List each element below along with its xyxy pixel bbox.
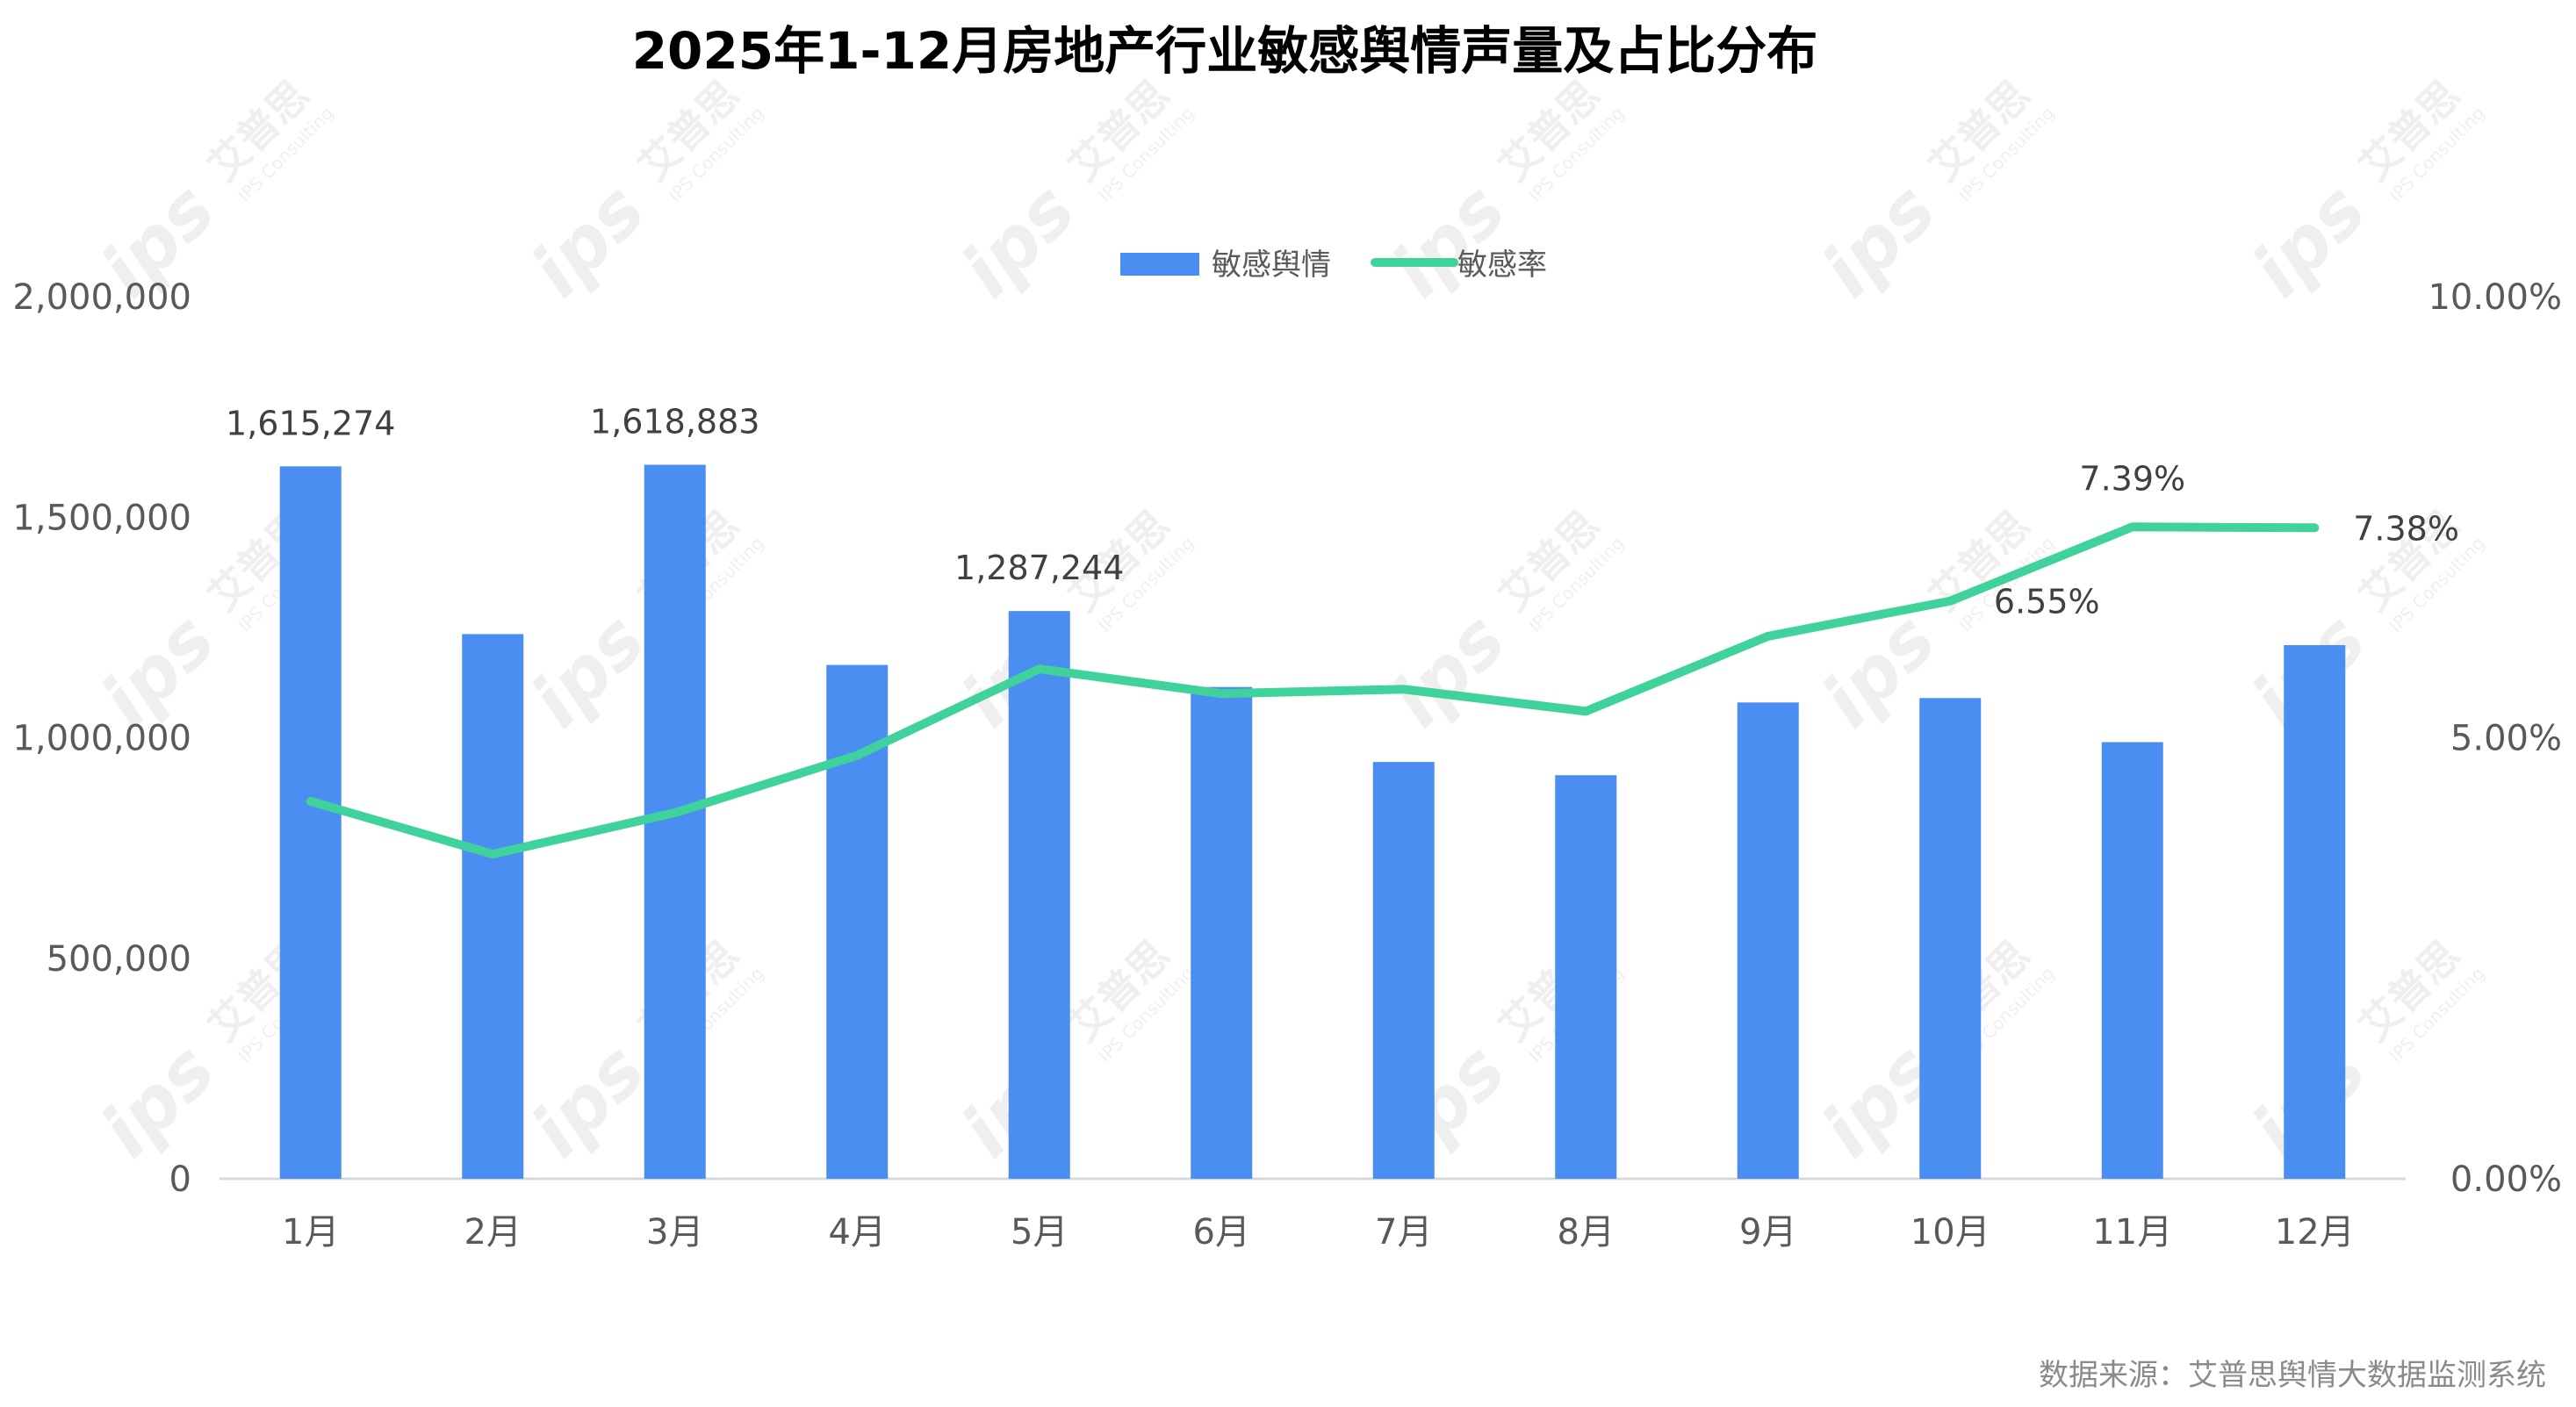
line-point-9	[1767, 635, 1769, 637]
bar-12	[2284, 644, 2346, 1179]
line-point-8	[1585, 710, 1587, 713]
line-data-label: 6.55%	[1994, 583, 2100, 621]
chart-title: 2025年1-12月房地产行业敏感舆情声量及占比分布	[632, 21, 1818, 81]
line-point-12	[2313, 527, 2316, 529]
bar-1	[279, 466, 342, 1179]
bar-data-label: 1,618,883	[590, 403, 759, 441]
line-point-1	[309, 800, 312, 802]
line-data-label: 7.39%	[2079, 459, 2185, 498]
bar-8	[1555, 775, 1617, 1179]
bar-11	[2101, 742, 2163, 1179]
bar-9	[1737, 702, 1799, 1179]
x-tick-label: 12月	[2275, 1212, 2355, 1253]
x-tick-label: 5月	[1011, 1212, 1068, 1253]
y-axis-right: 0.00% 5.00% 10.00%	[2428, 277, 2562, 1200]
y-left-tick-label: 500,000	[47, 939, 191, 980]
bar-2	[462, 634, 524, 1179]
x-tick-label: 1月	[282, 1212, 339, 1253]
legend-item-bar: 敏感舆情	[1212, 248, 1331, 283]
y-left-tick-label: 2,000,000	[12, 277, 191, 318]
x-tick-label: 2月	[464, 1212, 522, 1253]
watermark-logo: ips	[1805, 167, 1953, 314]
watermark-logo: ips	[514, 597, 662, 744]
watermark-logo: ips	[514, 167, 662, 314]
x-axis: 1月 2月 3月 4月 5月 6月 7月 8月 9月 10月 11月 12月	[282, 1212, 2355, 1253]
line-path	[306, 522, 2320, 859]
bar-6	[1191, 686, 1253, 1179]
legend-bar-swatch	[1120, 253, 1199, 276]
x-tick-label: 8月	[1558, 1212, 1615, 1253]
x-tick-label: 10月	[1910, 1212, 1990, 1253]
line-series	[306, 522, 2320, 859]
data-labels: 1,615,274 1,618,883 1,287,244 6.55% 7.39% 7.3…	[226, 403, 2459, 621]
line-point-7	[1402, 688, 1405, 691]
bar-10	[1919, 698, 1982, 1179]
legend-item-line: 敏感率	[1457, 248, 1547, 283]
y-left-tick-label: 0	[169, 1159, 191, 1200]
bar-data-label: 1,287,244	[954, 549, 1124, 587]
line-point-4	[856, 754, 859, 757]
y-axis-left: 0 500,000 1,000,000 1,500,000 2,000,000	[12, 277, 191, 1200]
x-tick-label: 9月	[1739, 1212, 1796, 1253]
bar-series	[279, 464, 2346, 1179]
bar-7	[1372, 762, 1435, 1179]
line-point-5	[1038, 668, 1040, 671]
y-left-tick-label: 1,000,000	[12, 719, 191, 759]
line-point-11	[2131, 526, 2133, 528]
line-point-6	[1220, 693, 1223, 695]
watermark-logo: ips	[945, 167, 1092, 314]
watermark-logo: ips	[1375, 167, 1522, 314]
x-tick-label: 11月	[2092, 1212, 2172, 1253]
line-data-label: 7.38%	[2353, 509, 2459, 548]
watermark-logo: ips	[514, 1027, 662, 1174]
line-point-2	[492, 853, 494, 856]
y-right-tick-label: 0.00%	[2450, 1159, 2562, 1200]
line-point-10	[1949, 599, 1952, 602]
y-right-tick-label: 10.00%	[2428, 277, 2562, 318]
bar-data-label: 1,615,274	[226, 404, 395, 442]
x-tick-label: 6月	[1193, 1212, 1250, 1253]
x-tick-label: 7月	[1375, 1212, 1432, 1253]
y-right-tick-label: 5.00%	[2450, 719, 2562, 759]
bar-5	[1008, 611, 1070, 1179]
x-tick-label: 3月	[646, 1212, 703, 1253]
source-note: 数据来源：艾普思舆情大数据监测系统	[2039, 1358, 2546, 1393]
watermark-logo: ips	[2235, 167, 2383, 314]
y-left-tick-label: 1,500,000	[12, 498, 191, 538]
watermark-logo: ips	[1375, 597, 1522, 744]
watermark-logo: ips	[84, 1027, 232, 1174]
x-tick-label: 4月	[829, 1212, 886, 1253]
line-point-3	[673, 811, 676, 814]
legend: 敏感舆情 敏感率	[1120, 248, 1547, 283]
